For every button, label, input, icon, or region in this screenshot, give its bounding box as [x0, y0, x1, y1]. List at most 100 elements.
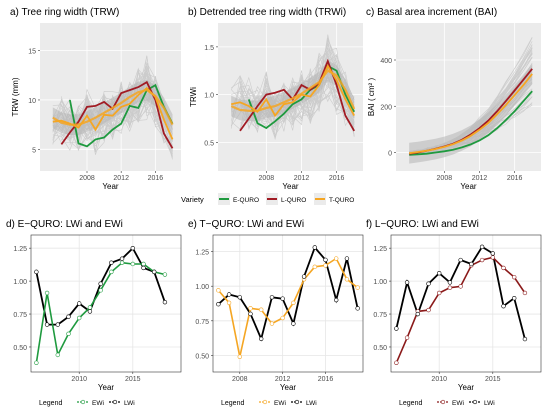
- x-axis-label: Year: [98, 383, 115, 392]
- data-point: [162, 299, 168, 305]
- data-point: [479, 244, 485, 250]
- y-tick-label: 1.25: [195, 250, 209, 257]
- data-point: [226, 300, 232, 306]
- legend-key-point: [294, 399, 300, 405]
- tree-line: [248, 55, 355, 124]
- data-point: [130, 245, 135, 251]
- y-tick-label: 1.00: [195, 284, 209, 291]
- data-point: [344, 277, 350, 282]
- data-point: [34, 360, 39, 365]
- x-tick-label: 2016: [148, 175, 164, 182]
- data-point: [248, 306, 253, 311]
- x-tick-label: 2012: [294, 175, 310, 182]
- data-point: [355, 306, 360, 311]
- y-tick-label: 1.00: [373, 279, 387, 286]
- data-point: [226, 292, 232, 297]
- data-point: [512, 274, 517, 280]
- panel-4: d) E−QURO: LWi and EWi 0.50 0.75 1.00 1.25 20…: [6, 219, 182, 407]
- y-tick-label: 1.25: [373, 246, 387, 253]
- data-point: [479, 257, 485, 263]
- x-tick-label: 2008: [437, 175, 453, 182]
- x-tick-label: 2008: [259, 175, 275, 182]
- x-tick-label: 2015: [125, 376, 141, 383]
- plot-area: [52, 55, 174, 160]
- data-point: [426, 307, 431, 313]
- panel-title: a) Tree ring width (TRW): [10, 7, 119, 18]
- smooth-line: [52, 88, 174, 126]
- x-tick-label: 2012: [275, 376, 291, 383]
- data-point: [34, 269, 39, 275]
- x-tick-label: 2016: [507, 175, 523, 182]
- legend-title: Variety: [181, 195, 204, 204]
- x-tick-label: 2008: [232, 376, 248, 383]
- data-point: [87, 309, 93, 314]
- legend-label: LWi: [124, 400, 135, 407]
- data-point: [437, 271, 442, 276]
- legend-label: EWi: [92, 400, 104, 407]
- series-line-l-quro: [60, 80, 174, 149]
- data-point: [44, 322, 50, 327]
- plot-area: [394, 244, 528, 365]
- panel-6: f) L−QURO: LWi and EWi 0.50 0.75 1.00 1.25 20…: [366, 219, 542, 407]
- x-tick-label: 2012: [113, 175, 129, 182]
- panel-5: e) T−QURO: LWi and EWi 0.50 0.75 1.00 1.25 20…: [188, 219, 364, 407]
- data-point: [130, 261, 135, 267]
- panel-title: c) Basal area increment (BAI): [366, 7, 497, 18]
- data-point: [55, 352, 60, 358]
- data-point: [437, 290, 442, 296]
- data-point: [522, 336, 528, 342]
- data-point: [312, 264, 317, 270]
- data-point: [301, 274, 307, 279]
- y-tick-label: 1.00: [13, 279, 27, 286]
- legend-key-point: [262, 399, 268, 405]
- data-point: [269, 295, 275, 300]
- y-axis-label: TRWi: [189, 87, 198, 107]
- x-tick-label: 2016: [318, 376, 334, 383]
- data-point: [291, 300, 296, 306]
- data-point: [98, 288, 103, 293]
- data-point: [109, 260, 114, 265]
- data-point: [458, 257, 463, 263]
- tree-line: [231, 47, 355, 132]
- data-point: [55, 322, 60, 327]
- data-point: [355, 285, 360, 290]
- data-point: [87, 305, 93, 310]
- data-point: [216, 288, 221, 293]
- legend-label: EWi: [452, 400, 464, 407]
- y-tick-label: 0.50: [195, 353, 209, 360]
- legend-label: E-QURO: [233, 197, 259, 204]
- series-line-e-quro: [409, 90, 533, 156]
- data-point: [98, 281, 103, 286]
- data-point: [248, 311, 253, 317]
- data-point: [501, 303, 506, 309]
- data-point: [77, 315, 82, 321]
- series-line-e-quro: [69, 83, 174, 148]
- data-point: [66, 314, 71, 319]
- y-tick-label: 200: [380, 104, 392, 111]
- confidence-ribbon: [409, 63, 533, 164]
- data-point: [404, 280, 410, 285]
- legend-key-point: [472, 399, 478, 405]
- panel-title: f) L−QURO: LWi and EWi: [366, 219, 479, 230]
- y-tick-label: 1.25: [13, 246, 27, 253]
- series-line-t-quro: [231, 64, 355, 118]
- data-point: [269, 321, 275, 326]
- data-point: [280, 296, 285, 301]
- plot-area: [409, 36, 533, 164]
- data-point: [394, 326, 399, 331]
- y-tick-label: 1.5: [204, 45, 214, 52]
- y-tick-label: 0.5: [204, 140, 214, 147]
- tree-line: [230, 76, 355, 127]
- x-tick-label: 2015: [485, 376, 501, 383]
- data-point: [259, 307, 264, 312]
- y-tick-label: 0.50: [373, 345, 387, 352]
- data-point: [458, 284, 463, 289]
- smooth-line: [230, 69, 356, 112]
- y-axis-label: BAI ( cm² ): [367, 78, 376, 117]
- data-point: [237, 295, 242, 300]
- data-point: [334, 256, 339, 261]
- data-point: [490, 251, 495, 256]
- data-point: [426, 281, 431, 286]
- panel-border: [30, 234, 182, 373]
